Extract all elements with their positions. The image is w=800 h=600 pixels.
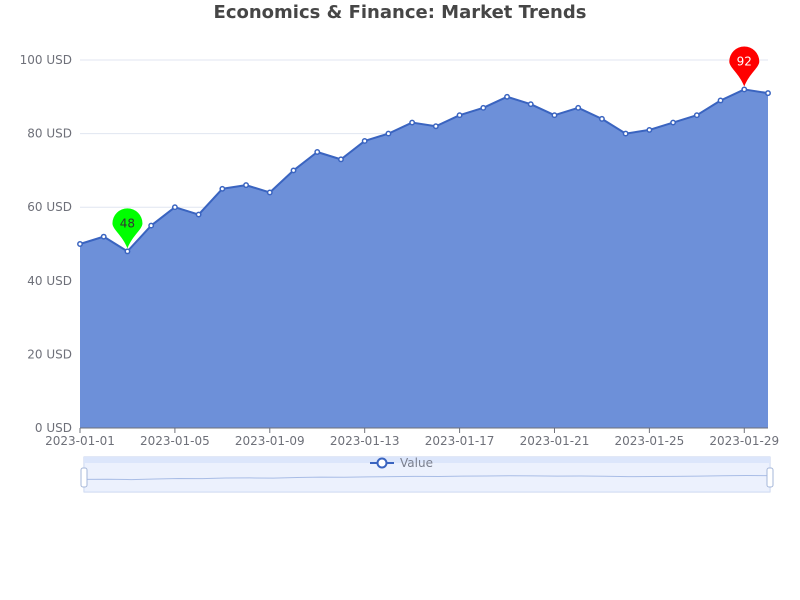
max-marker-label: 92 [737, 54, 752, 68]
y-tick-label: 80 USD [27, 127, 72, 141]
data-point[interactable] [266, 189, 273, 196]
data-point[interactable] [504, 93, 510, 100]
data-point[interactable] [314, 149, 321, 155]
data-point[interactable] [195, 211, 202, 218]
data-point[interactable] [124, 248, 131, 255]
zoom-slider-topbar[interactable] [84, 457, 770, 463]
data-point[interactable] [456, 112, 463, 119]
zoom-handle-left[interactable] [80, 467, 88, 488]
data-point[interactable] [171, 204, 178, 211]
x-tick-label: 2023-01-09 [235, 434, 305, 448]
data-point[interactable] [480, 104, 487, 111]
data-point[interactable] [290, 167, 297, 174]
data-point[interactable] [693, 112, 700, 119]
x-tick-label: 2023-01-17 [425, 434, 495, 448]
data-point[interactable] [385, 130, 392, 137]
data-point[interactable] [100, 233, 107, 240]
series-line [79, 88, 769, 253]
min-marker-label: 48 [120, 216, 135, 230]
max-marker[interactable]: 92 [729, 46, 760, 87]
data-point[interactable] [338, 156, 344, 163]
x-tick-label: 2023-01-21 [520, 434, 590, 448]
x-tick-label: 2023-01-29 [709, 434, 779, 448]
data-point[interactable] [219, 185, 226, 192]
chart-title: Economics & Finance: Market Trends [213, 2, 587, 23]
series-area [80, 89, 768, 428]
data-point[interactable] [432, 123, 439, 130]
legend-icon [376, 457, 388, 469]
min-marker[interactable]: 48 [112, 208, 143, 249]
zoom-handle-right[interactable] [766, 467, 774, 488]
data-point[interactable] [551, 112, 558, 119]
x-tick-label: 2023-01-25 [615, 434, 685, 448]
y-tick-label: 60 USD [27, 200, 72, 214]
data-point[interactable] [717, 97, 724, 104]
x-tick-label: 2023-01-13 [330, 434, 400, 448]
zoom-preview-line [83, 475, 771, 481]
legend-label: Value [400, 456, 433, 470]
y-tick-label: 100 USD [20, 53, 72, 67]
data-point[interactable] [598, 115, 605, 122]
data-point[interactable] [575, 104, 582, 111]
data-point[interactable] [77, 241, 83, 247]
data-point[interactable] [148, 222, 155, 229]
data-point[interactable] [622, 130, 629, 137]
y-tick-label: 0 USD [35, 421, 72, 435]
data-point[interactable] [409, 119, 416, 126]
y-tick-label: 40 USD [27, 274, 72, 288]
data-point[interactable] [765, 90, 771, 97]
min-marker-shape [112, 208, 143, 249]
data-point[interactable] [670, 119, 677, 126]
data-point[interactable] [527, 101, 534, 108]
data-point[interactable] [243, 182, 250, 189]
data-point[interactable] [646, 126, 653, 133]
legend-item-value[interactable]: Value [370, 456, 433, 470]
data-point[interactable] [361, 138, 368, 144]
x-tick-label: 2023-01-05 [140, 434, 210, 448]
y-tick-label: 20 USD [27, 347, 72, 361]
x-tick-label: 2023-01-01 [45, 434, 115, 448]
max-marker-shape [729, 46, 760, 87]
data-point[interactable] [741, 86, 748, 93]
